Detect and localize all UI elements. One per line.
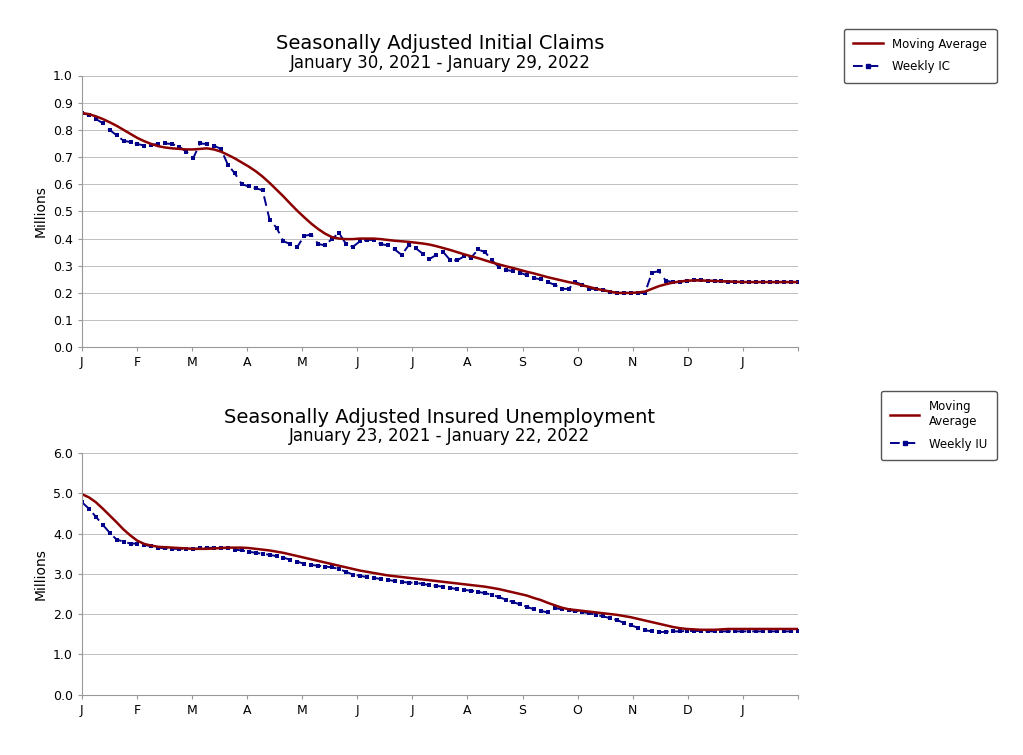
Legend: Moving Average, Weekly IC: Moving Average, Weekly IC bbox=[844, 29, 996, 83]
Legend: Moving
Average, Weekly IU: Moving Average, Weekly IU bbox=[881, 391, 996, 461]
Text: Seasonally Adjusted Initial Claims: Seasonally Adjusted Initial Claims bbox=[276, 34, 604, 53]
Text: January 23, 2021 - January 22, 2022: January 23, 2021 - January 22, 2022 bbox=[290, 427, 590, 445]
Text: January 30, 2021 - January 29, 2022: January 30, 2021 - January 29, 2022 bbox=[290, 54, 590, 72]
Y-axis label: Millions: Millions bbox=[34, 186, 47, 237]
Y-axis label: Millions: Millions bbox=[34, 548, 47, 599]
Text: Seasonally Adjusted Insured Unemployment: Seasonally Adjusted Insured Unemployment bbox=[224, 408, 656, 427]
